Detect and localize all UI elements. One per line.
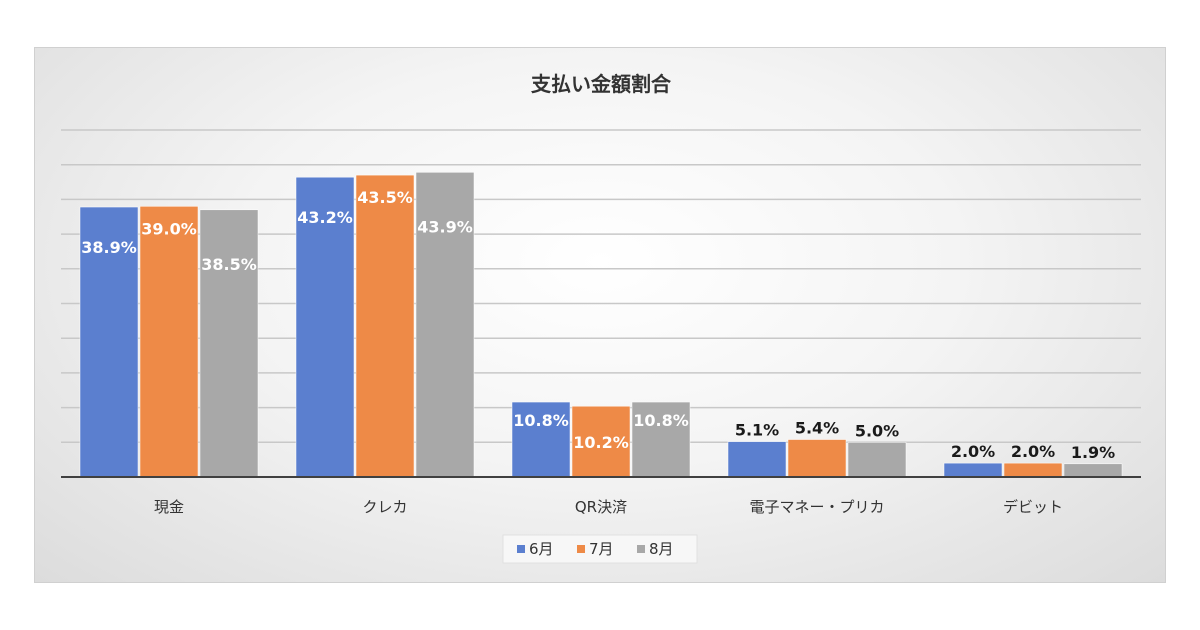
legend-entry: 7月 bbox=[589, 540, 614, 558]
category-label: デビット bbox=[1003, 498, 1063, 516]
bar bbox=[1063, 463, 1123, 478]
bar bbox=[571, 405, 631, 478]
data-label: 10.8% bbox=[513, 411, 569, 430]
data-label: 2.0% bbox=[951, 442, 995, 461]
legend-swatch bbox=[637, 545, 645, 553]
data-label: 43.9% bbox=[417, 217, 473, 236]
legend-entry: 6月 bbox=[529, 540, 554, 558]
bar bbox=[787, 439, 847, 478]
data-label: 43.5% bbox=[357, 188, 413, 207]
bar bbox=[631, 401, 691, 478]
legend: 6月 7月 8月 bbox=[502, 534, 698, 564]
bar bbox=[511, 401, 571, 478]
data-label: 1.9% bbox=[1071, 443, 1115, 462]
bar bbox=[943, 462, 1003, 478]
data-labels: 38.9%39.0%38.5% 43.2%43.5%43.9% 10.8%10.2%… bbox=[81, 188, 1115, 462]
bar bbox=[139, 206, 199, 478]
bar bbox=[295, 176, 355, 478]
data-label: 39.0% bbox=[141, 219, 197, 238]
data-label: 5.0% bbox=[855, 421, 899, 440]
data-label: 2.0% bbox=[1011, 442, 1055, 461]
category-labels: 現金 クレカ QR決済 電子マネー・プリカ デビット bbox=[154, 498, 1063, 516]
data-label: 10.8% bbox=[633, 411, 689, 430]
data-label: 5.1% bbox=[735, 421, 779, 440]
data-label: 38.5% bbox=[201, 255, 257, 274]
bar-chart: 支払い金額割合 38.9%39.0%38.5% 43.2%43.5%43.9% 10… bbox=[61, 72, 1141, 564]
legend-box bbox=[502, 534, 698, 564]
category-label: 電子マネー・プリカ bbox=[749, 498, 884, 516]
bar bbox=[79, 206, 139, 478]
legend-swatch bbox=[577, 545, 585, 553]
chart-title: 支払い金額割合 bbox=[531, 72, 672, 96]
legend-entry: 8月 bbox=[649, 540, 674, 558]
data-label: 43.2% bbox=[297, 208, 353, 227]
data-label: 38.9% bbox=[81, 238, 137, 257]
chart-panel: 支払い金額割合 38.9% 39.0% 38.5% 43.2% 43.5% 43.9% 10… bbox=[34, 47, 1166, 583]
category-label: クレカ bbox=[362, 498, 407, 516]
category-label: 現金 bbox=[154, 498, 184, 516]
bar bbox=[1003, 462, 1063, 478]
bar bbox=[355, 174, 415, 478]
legend-swatch bbox=[517, 545, 525, 553]
data-label: 10.2% bbox=[573, 433, 629, 452]
bar bbox=[847, 442, 907, 478]
category-label: QR決済 bbox=[575, 498, 627, 516]
bar bbox=[199, 209, 259, 478]
data-label: 5.4% bbox=[795, 419, 839, 438]
bars bbox=[79, 172, 1123, 478]
bar bbox=[727, 441, 787, 478]
